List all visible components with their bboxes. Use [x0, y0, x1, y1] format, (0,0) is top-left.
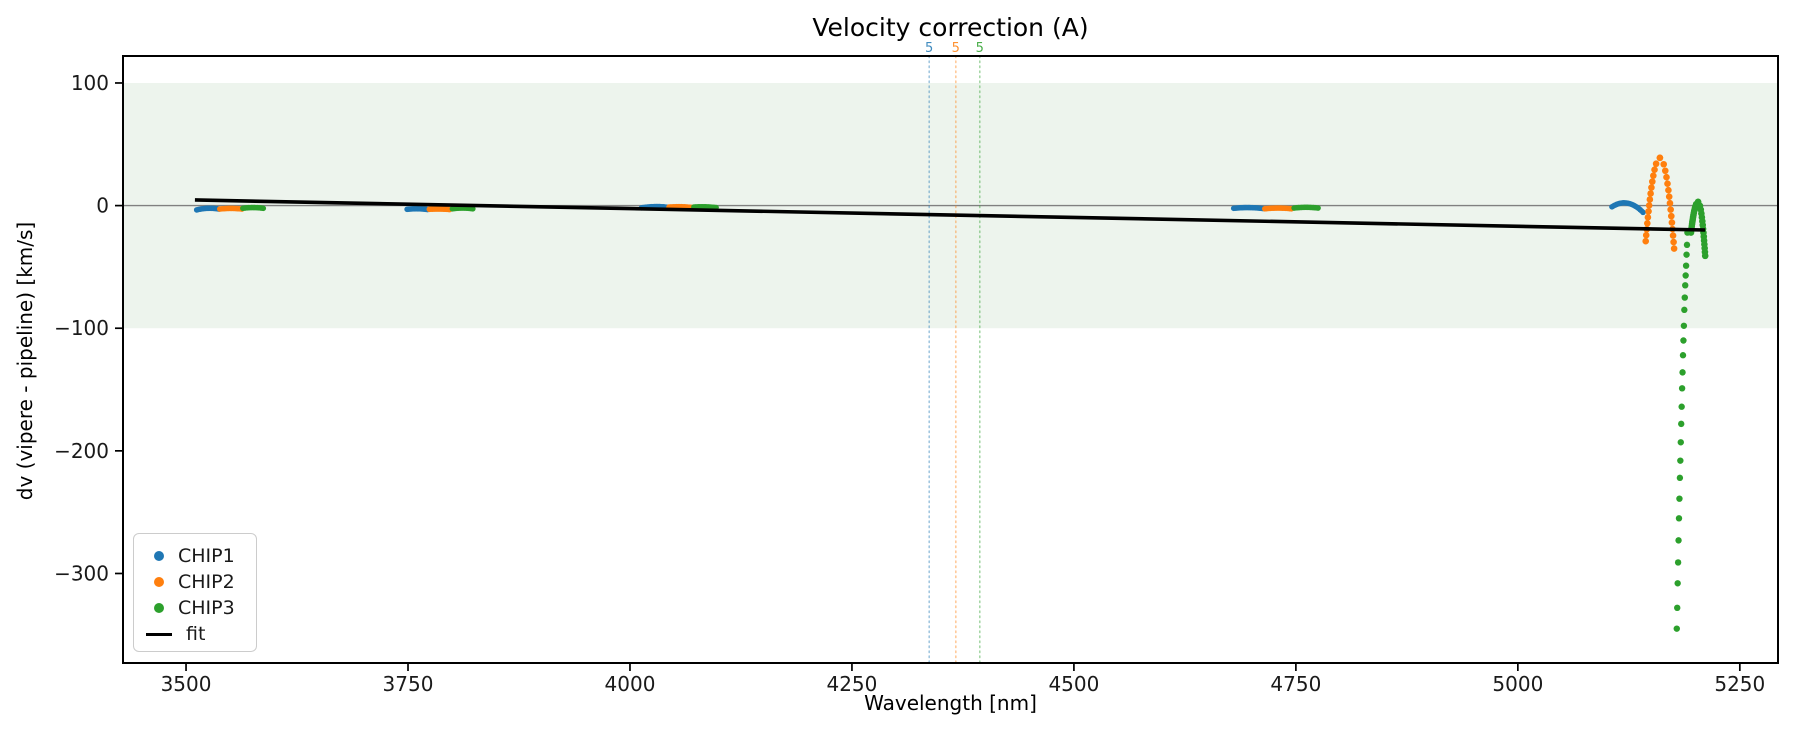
legend-label: CHIP3 [178, 597, 235, 619]
order-marker-label: 5 [925, 41, 933, 56]
x-tick-label: 4500 [1048, 672, 1099, 696]
x-tick-label: 5000 [1492, 672, 1543, 696]
x-tick-label: 4250 [826, 672, 877, 696]
chip1-marker-icon [154, 551, 164, 561]
order-marker-label: 5 [952, 41, 960, 56]
x-tick-label: 4000 [605, 672, 656, 696]
legend-label: CHIP1 [178, 545, 235, 567]
x-tick-label: 3500 [161, 672, 212, 696]
legend-item-chip2: CHIP2 [148, 569, 246, 595]
y-axis-ticks: 100 0 −100 −200 −300 [54, 71, 123, 585]
y-tick-label: 0 [96, 194, 109, 218]
chip3-marker-icon [154, 603, 164, 613]
legend-item-fit: fit [146, 621, 246, 647]
chart-title: Velocity correction (A) [812, 13, 1089, 42]
legend-label: fit [186, 623, 206, 645]
legend-item-chip1: CHIP1 [148, 543, 246, 569]
chip1-points [193, 200, 1646, 216]
x-axis-label: Wavelength [nm] [864, 691, 1037, 715]
fit-line-icon [146, 632, 172, 636]
x-tick-label: 4750 [1270, 672, 1321, 696]
y-tick-label: 100 [71, 71, 109, 95]
y-axis-label: dv (vipere - pipeline) [km/s] [13, 221, 37, 501]
y-tick-label: −200 [54, 439, 109, 463]
fit-line [194, 198, 1706, 232]
x-axis-ticks: 3500 3750 4000 4250 4500 4750 5000 5250 [161, 663, 1765, 696]
y-tick-label: −100 [54, 316, 109, 340]
order-marker-lines: 5 5 5 [925, 41, 984, 664]
legend-item-chip3: CHIP3 [148, 595, 246, 621]
x-tick-label: 5250 [1714, 672, 1765, 696]
x-tick-label: 3750 [383, 672, 434, 696]
order-marker-label: 5 [976, 41, 984, 56]
legend-label: CHIP2 [178, 571, 235, 593]
chip2-points [216, 154, 1678, 252]
legend-box: CHIP1 CHIP2 CHIP3 fit [133, 533, 257, 652]
y-tick-label: −300 [54, 561, 109, 585]
axes-spines [122, 55, 1779, 664]
chip2-marker-icon [154, 577, 164, 587]
